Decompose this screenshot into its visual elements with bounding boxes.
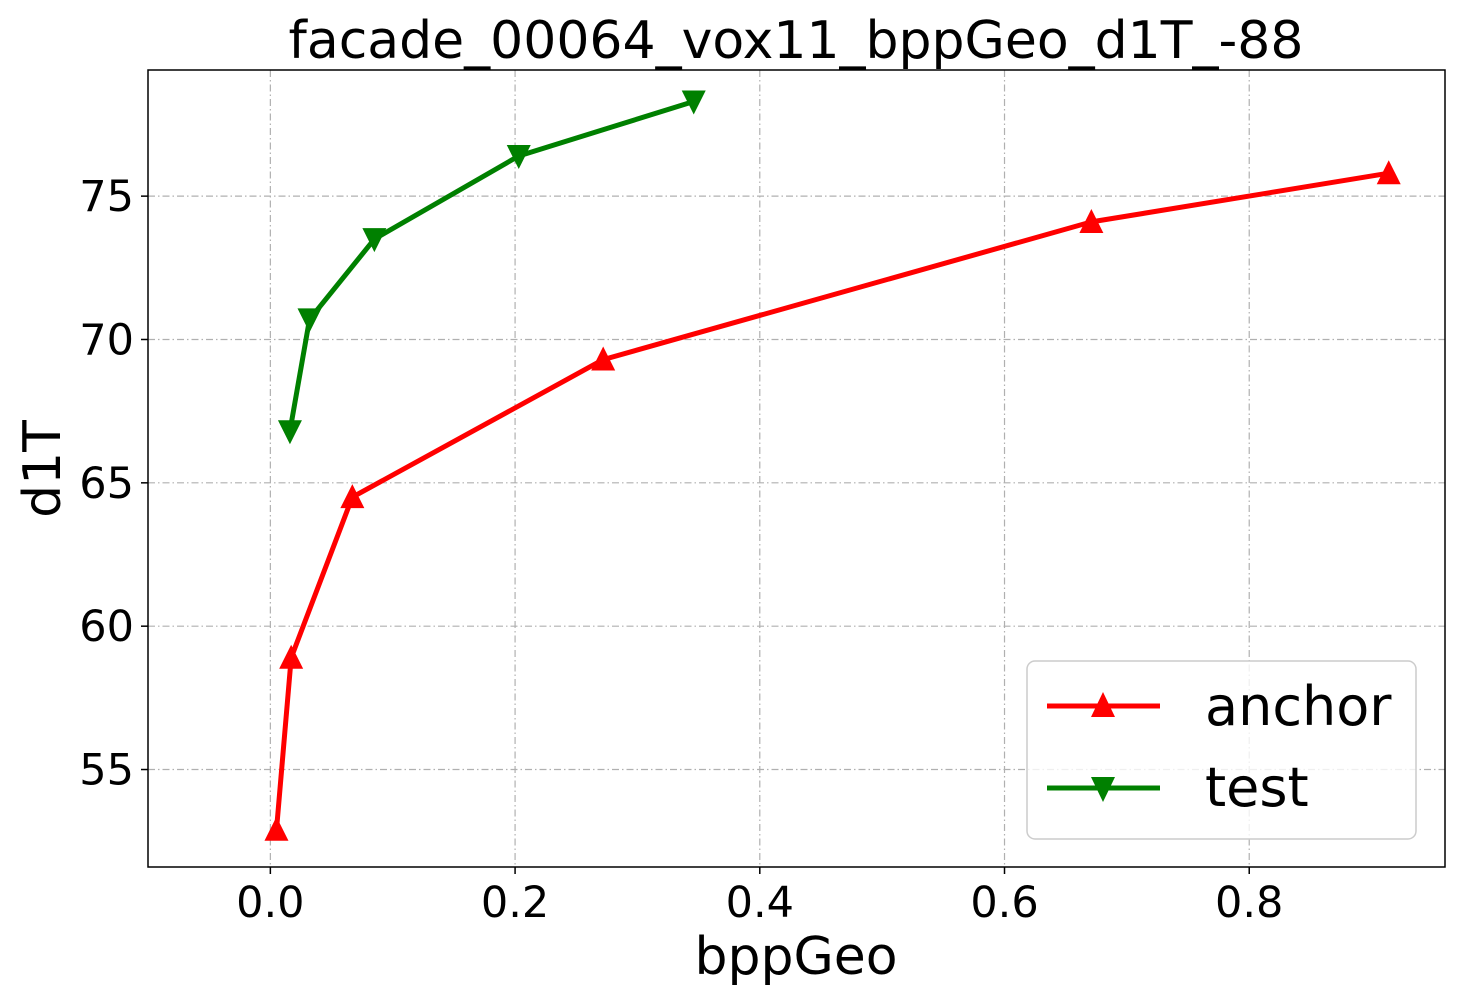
- y-axis-label: d1T: [13, 420, 73, 518]
- test-point: [277, 420, 302, 445]
- test-point: [681, 90, 706, 115]
- x-tick-label: 0.2: [481, 878, 549, 928]
- x-tick-label: 0.8: [1215, 878, 1283, 928]
- anchor-point: [1376, 160, 1401, 185]
- x-tick-label: 0.4: [726, 878, 794, 928]
- legend-anchor-label: anchor: [1205, 675, 1392, 738]
- legend: anchor test: [1026, 660, 1417, 840]
- x-tick-label: 0.6: [970, 878, 1038, 928]
- y-tick-label: 60: [79, 602, 134, 652]
- anchor-point: [264, 816, 289, 841]
- axis-ticks: 0.0 0.2 0.4 0.6 0.8 55 60 65 70 75: [79, 172, 1283, 928]
- anchor-point: [591, 346, 616, 371]
- chart-title: facade_00064_vox11_bppGeo_d1T_-88: [289, 11, 1304, 71]
- anchor-line: [274, 170, 1390, 830]
- y-tick-label: 65: [79, 459, 134, 509]
- test-point: [506, 145, 531, 170]
- test-line: [287, 99, 695, 432]
- legend-test-marker: [1091, 777, 1115, 802]
- x-tick-label: 0.0: [236, 878, 304, 928]
- grid: [148, 70, 1445, 867]
- anchor-point: [279, 644, 304, 669]
- anchor-point: [340, 484, 365, 509]
- plot-frame: [147, 69, 1446, 868]
- test-point: [362, 228, 387, 253]
- y-tick-label: 75: [79, 172, 134, 222]
- plot-area: [264, 90, 1401, 841]
- legend-test-label: test: [1205, 756, 1309, 819]
- x-axis-label: bppGeo: [694, 927, 897, 987]
- legend-anchor-marker: [1091, 692, 1115, 717]
- y-tick-label: 55: [79, 746, 134, 796]
- y-tick-label: 70: [79, 315, 134, 365]
- anchor-point: [1079, 208, 1104, 233]
- test-point: [297, 308, 322, 333]
